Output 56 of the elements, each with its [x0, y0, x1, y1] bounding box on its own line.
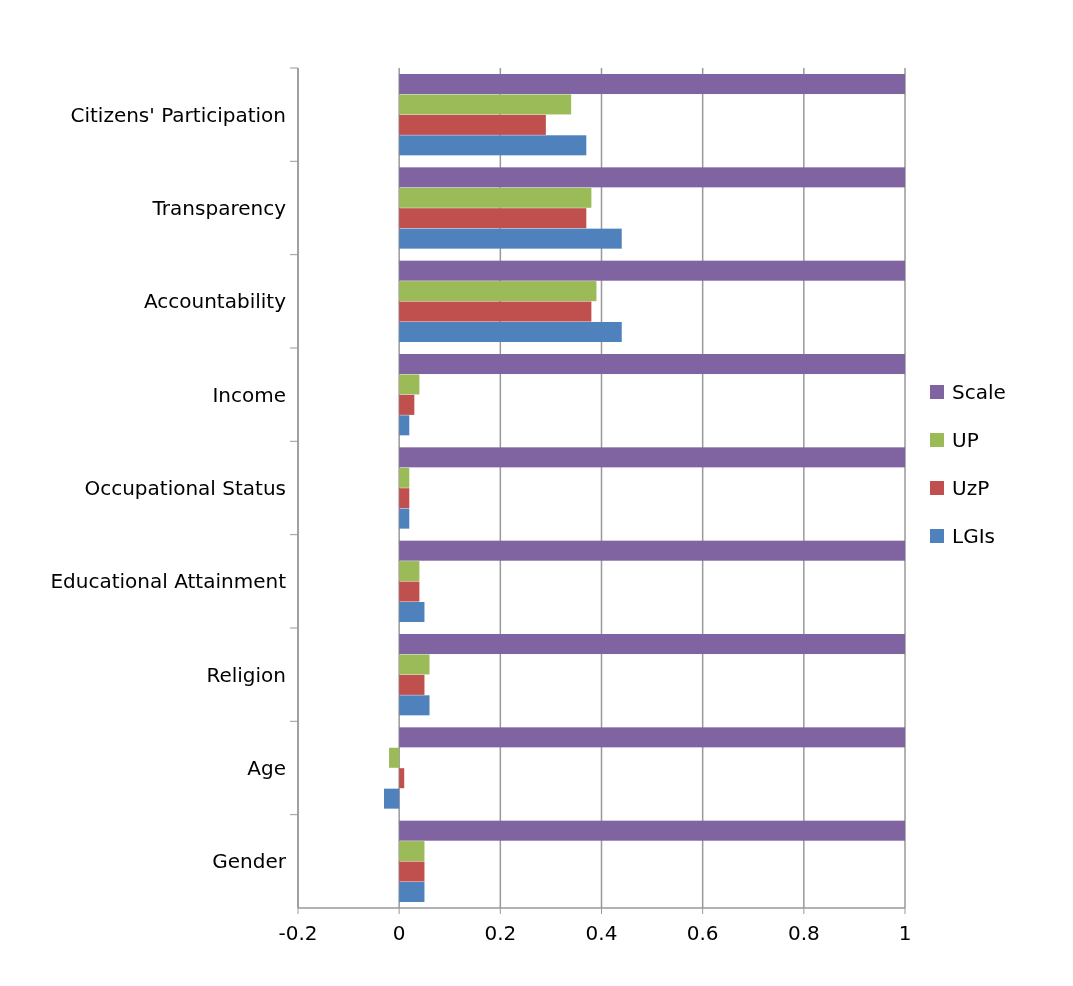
- bar: [399, 74, 905, 95]
- bar: [399, 187, 592, 208]
- bar: [399, 674, 425, 695]
- bar: [399, 540, 905, 561]
- bar: [399, 260, 905, 281]
- y-tick-label: Accountability: [143, 289, 287, 314]
- bar: [399, 634, 905, 655]
- bar: [399, 94, 572, 115]
- bar: [399, 881, 425, 902]
- bar: [389, 747, 400, 768]
- bar: [399, 447, 905, 468]
- bar: [399, 768, 405, 789]
- bar: [399, 654, 430, 675]
- bar: [399, 508, 410, 529]
- bar: [399, 841, 425, 862]
- bar: [399, 135, 587, 156]
- bar: [383, 788, 400, 809]
- x-tick-label: 0.2: [484, 921, 517, 945]
- y-tick-label: Religion: [206, 662, 286, 687]
- bar: [399, 354, 905, 375]
- bar: [399, 301, 592, 322]
- x-tick-label: 1: [898, 921, 912, 945]
- bar: [399, 727, 905, 748]
- x-tick-label: 0: [392, 921, 406, 945]
- bar: [399, 228, 622, 249]
- y-tick-label: Occupational Status: [84, 476, 286, 500]
- x-tick-label: 0.8: [787, 921, 820, 945]
- bar: [399, 114, 546, 135]
- x-tick-label: -0.2: [278, 921, 318, 945]
- y-tick-label: Age: [247, 756, 286, 780]
- bar: [399, 208, 587, 229]
- x-tick-label: 0.4: [585, 921, 618, 945]
- legend-label: LGIs: [952, 524, 995, 548]
- y-tick-label: Gender: [212, 849, 287, 874]
- bar: [399, 374, 420, 395]
- legend-label: Scale: [952, 380, 1006, 404]
- bar: [399, 488, 410, 509]
- legend-label: UP: [952, 428, 979, 452]
- y-tick-label: Transparency: [151, 196, 287, 220]
- y-tick-label: Income: [212, 382, 286, 407]
- bar: [399, 167, 905, 188]
- bar: [399, 281, 597, 302]
- bar: [399, 394, 415, 415]
- bar: [399, 601, 425, 622]
- y-tick-label: Educational Attainment: [50, 569, 287, 594]
- bar: [399, 695, 430, 716]
- bar: [399, 820, 905, 841]
- bar: [399, 581, 420, 602]
- bar: [399, 561, 420, 582]
- bar: [399, 321, 622, 342]
- legend-label: UzP: [952, 476, 990, 500]
- y-tick-label: Citizens' Participation: [70, 102, 286, 127]
- bar: [399, 861, 425, 882]
- bar: [399, 415, 410, 436]
- bar: [399, 467, 410, 488]
- x-tick-label: 0.6: [686, 921, 719, 945]
